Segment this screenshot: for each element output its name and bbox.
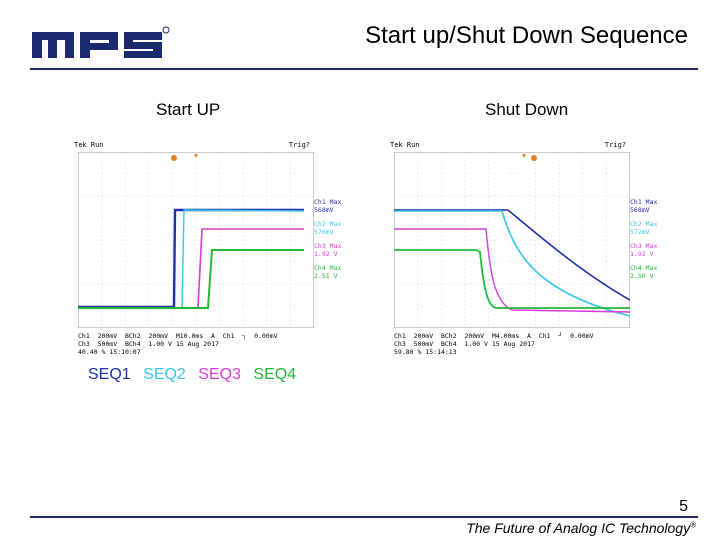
legend-seq4: SEQ4	[253, 366, 297, 383]
scope-status: Tek Run	[74, 141, 104, 149]
tagline: The Future of Analog IC Technology®	[466, 520, 696, 536]
shutdown-scope-capture: Tek Run Trig? Ch1 Max 568mV Ch2 Max 572mV	[386, 138, 686, 360]
scope-header: Tek Run Trig?	[386, 138, 626, 152]
startup-scope-footer: Ch1 200mV BCh2 200mV M10.0ms A Ch1 ┐ 0.0…	[78, 332, 278, 356]
title-divider	[30, 68, 698, 70]
startup-heading: Start UP	[156, 100, 221, 119]
legend-seq2: SEQ2	[143, 366, 186, 383]
sequence-legend: SEQ1 SEQ2 SEQ3 SEQ4	[88, 366, 304, 384]
page-number: 5	[679, 498, 688, 515]
startup-waveform-plot	[78, 152, 314, 328]
scope-header: Tek Run Trig?	[70, 138, 310, 152]
startup-scope-capture: Tek Run Trig? Ch1 Max 568mV Ch2 Ma	[70, 138, 370, 360]
shutdown-heading: Shut Down	[485, 100, 569, 119]
footer-divider	[30, 516, 698, 518]
shutdown-waveform-plot	[394, 152, 630, 328]
shutdown-measurements: Ch1 Max 568mV Ch2 Max 572mV Ch3 Max 1.92 V …	[630, 198, 658, 280]
scope-trigger: Trig?	[288, 141, 310, 149]
shutdown-scope-footer: Ch1 200mV BCh2 200mV M4.00ms A Ch1 ┘ 0.0…	[394, 332, 594, 356]
legend-seq1: SEQ1	[88, 366, 131, 383]
mps-logo	[32, 26, 170, 58]
startup-measurements: Ch1 Max 568mV Ch2 Max 576mV Ch3 Max 1.92 V …	[314, 198, 342, 280]
scope-trigger: Trig?	[604, 141, 626, 149]
slide-title: Start up/Shut Down Sequence	[365, 22, 688, 49]
scope-status: Tek Run	[390, 141, 420, 149]
legend-seq3: SEQ3	[198, 366, 241, 383]
